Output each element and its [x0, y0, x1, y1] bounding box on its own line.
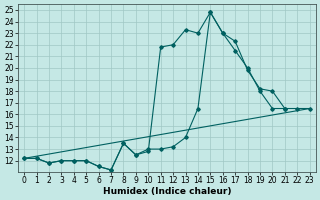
X-axis label: Humidex (Indice chaleur): Humidex (Indice chaleur): [103, 187, 231, 196]
